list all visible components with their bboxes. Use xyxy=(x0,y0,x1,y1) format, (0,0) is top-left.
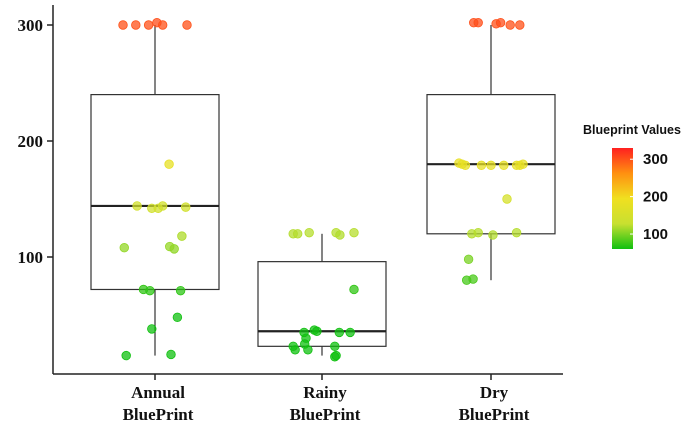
x-tick-label-line2: BluePrint xyxy=(123,405,194,423)
data-point xyxy=(473,227,483,238)
x-tick-label-line2: BluePrint xyxy=(459,405,530,423)
data-point xyxy=(292,229,303,239)
data-point xyxy=(349,284,359,295)
data-point xyxy=(157,20,168,30)
data-point xyxy=(143,20,154,30)
data-point xyxy=(118,20,128,30)
legend-ticks: 100 200 300 xyxy=(630,151,668,243)
data-point xyxy=(331,350,341,361)
y-tick-label: 300 xyxy=(18,16,44,35)
x-tick-label-line1: Rainy xyxy=(303,383,347,402)
legend-tick-label: 300 xyxy=(643,151,668,168)
legend-tick-label: 200 xyxy=(643,189,668,206)
y-tick-label: 200 xyxy=(18,132,44,151)
x-tick-label-line2: BluePrint xyxy=(290,405,361,423)
box-3 xyxy=(426,25,556,281)
data-point xyxy=(147,324,157,334)
data-point xyxy=(166,349,176,360)
color-legend: Blueprint Values 100 200 300 xyxy=(583,123,681,249)
data-point xyxy=(177,231,187,241)
point-layer xyxy=(118,17,528,362)
data-point xyxy=(518,159,528,169)
data-point xyxy=(460,160,471,171)
data-point xyxy=(121,350,131,361)
legend-title: Blueprint Values xyxy=(583,123,681,137)
box-1 xyxy=(90,25,220,356)
y-axis-ticks: 100 200 300 xyxy=(18,16,53,267)
data-point xyxy=(499,160,509,171)
data-point xyxy=(486,160,496,171)
data-point xyxy=(181,202,191,212)
x-axis-ticks: Annual BluePrint Rainy BluePrint Dry BluePrin… xyxy=(123,374,530,423)
data-point xyxy=(349,227,359,238)
data-point xyxy=(304,227,314,238)
data-point xyxy=(463,254,474,265)
data-point xyxy=(488,230,498,240)
interquartile-box xyxy=(90,93,220,291)
data-point xyxy=(345,327,355,338)
data-point xyxy=(473,17,483,28)
data-point xyxy=(511,227,522,238)
data-point xyxy=(132,201,142,211)
data-point xyxy=(505,20,515,30)
data-point xyxy=(119,243,129,253)
data-point xyxy=(175,285,186,296)
box-2 xyxy=(257,233,387,356)
legend-colorbar xyxy=(612,148,633,249)
data-point xyxy=(334,327,344,338)
data-point xyxy=(515,20,525,30)
data-point xyxy=(335,230,345,240)
data-point xyxy=(131,20,141,30)
x-tick-label-line1: Annual xyxy=(131,383,185,402)
data-point xyxy=(182,20,192,30)
data-point xyxy=(169,244,179,254)
data-point xyxy=(476,160,487,171)
data-point xyxy=(145,285,155,296)
data-point xyxy=(468,274,478,284)
interquartile-box xyxy=(257,261,387,347)
data-point xyxy=(502,194,512,204)
data-point xyxy=(303,345,313,355)
data-point xyxy=(164,159,174,169)
data-point xyxy=(330,341,340,352)
axes xyxy=(52,5,563,375)
data-point xyxy=(495,17,506,28)
data-point xyxy=(157,201,168,211)
x-tick-label-line1: Dry xyxy=(480,383,509,402)
data-point xyxy=(312,326,322,336)
y-tick-label: 100 xyxy=(18,248,44,267)
data-point xyxy=(172,312,183,323)
legend-tick-label: 100 xyxy=(643,226,668,243)
box-layer xyxy=(90,25,556,356)
data-point xyxy=(290,345,300,355)
